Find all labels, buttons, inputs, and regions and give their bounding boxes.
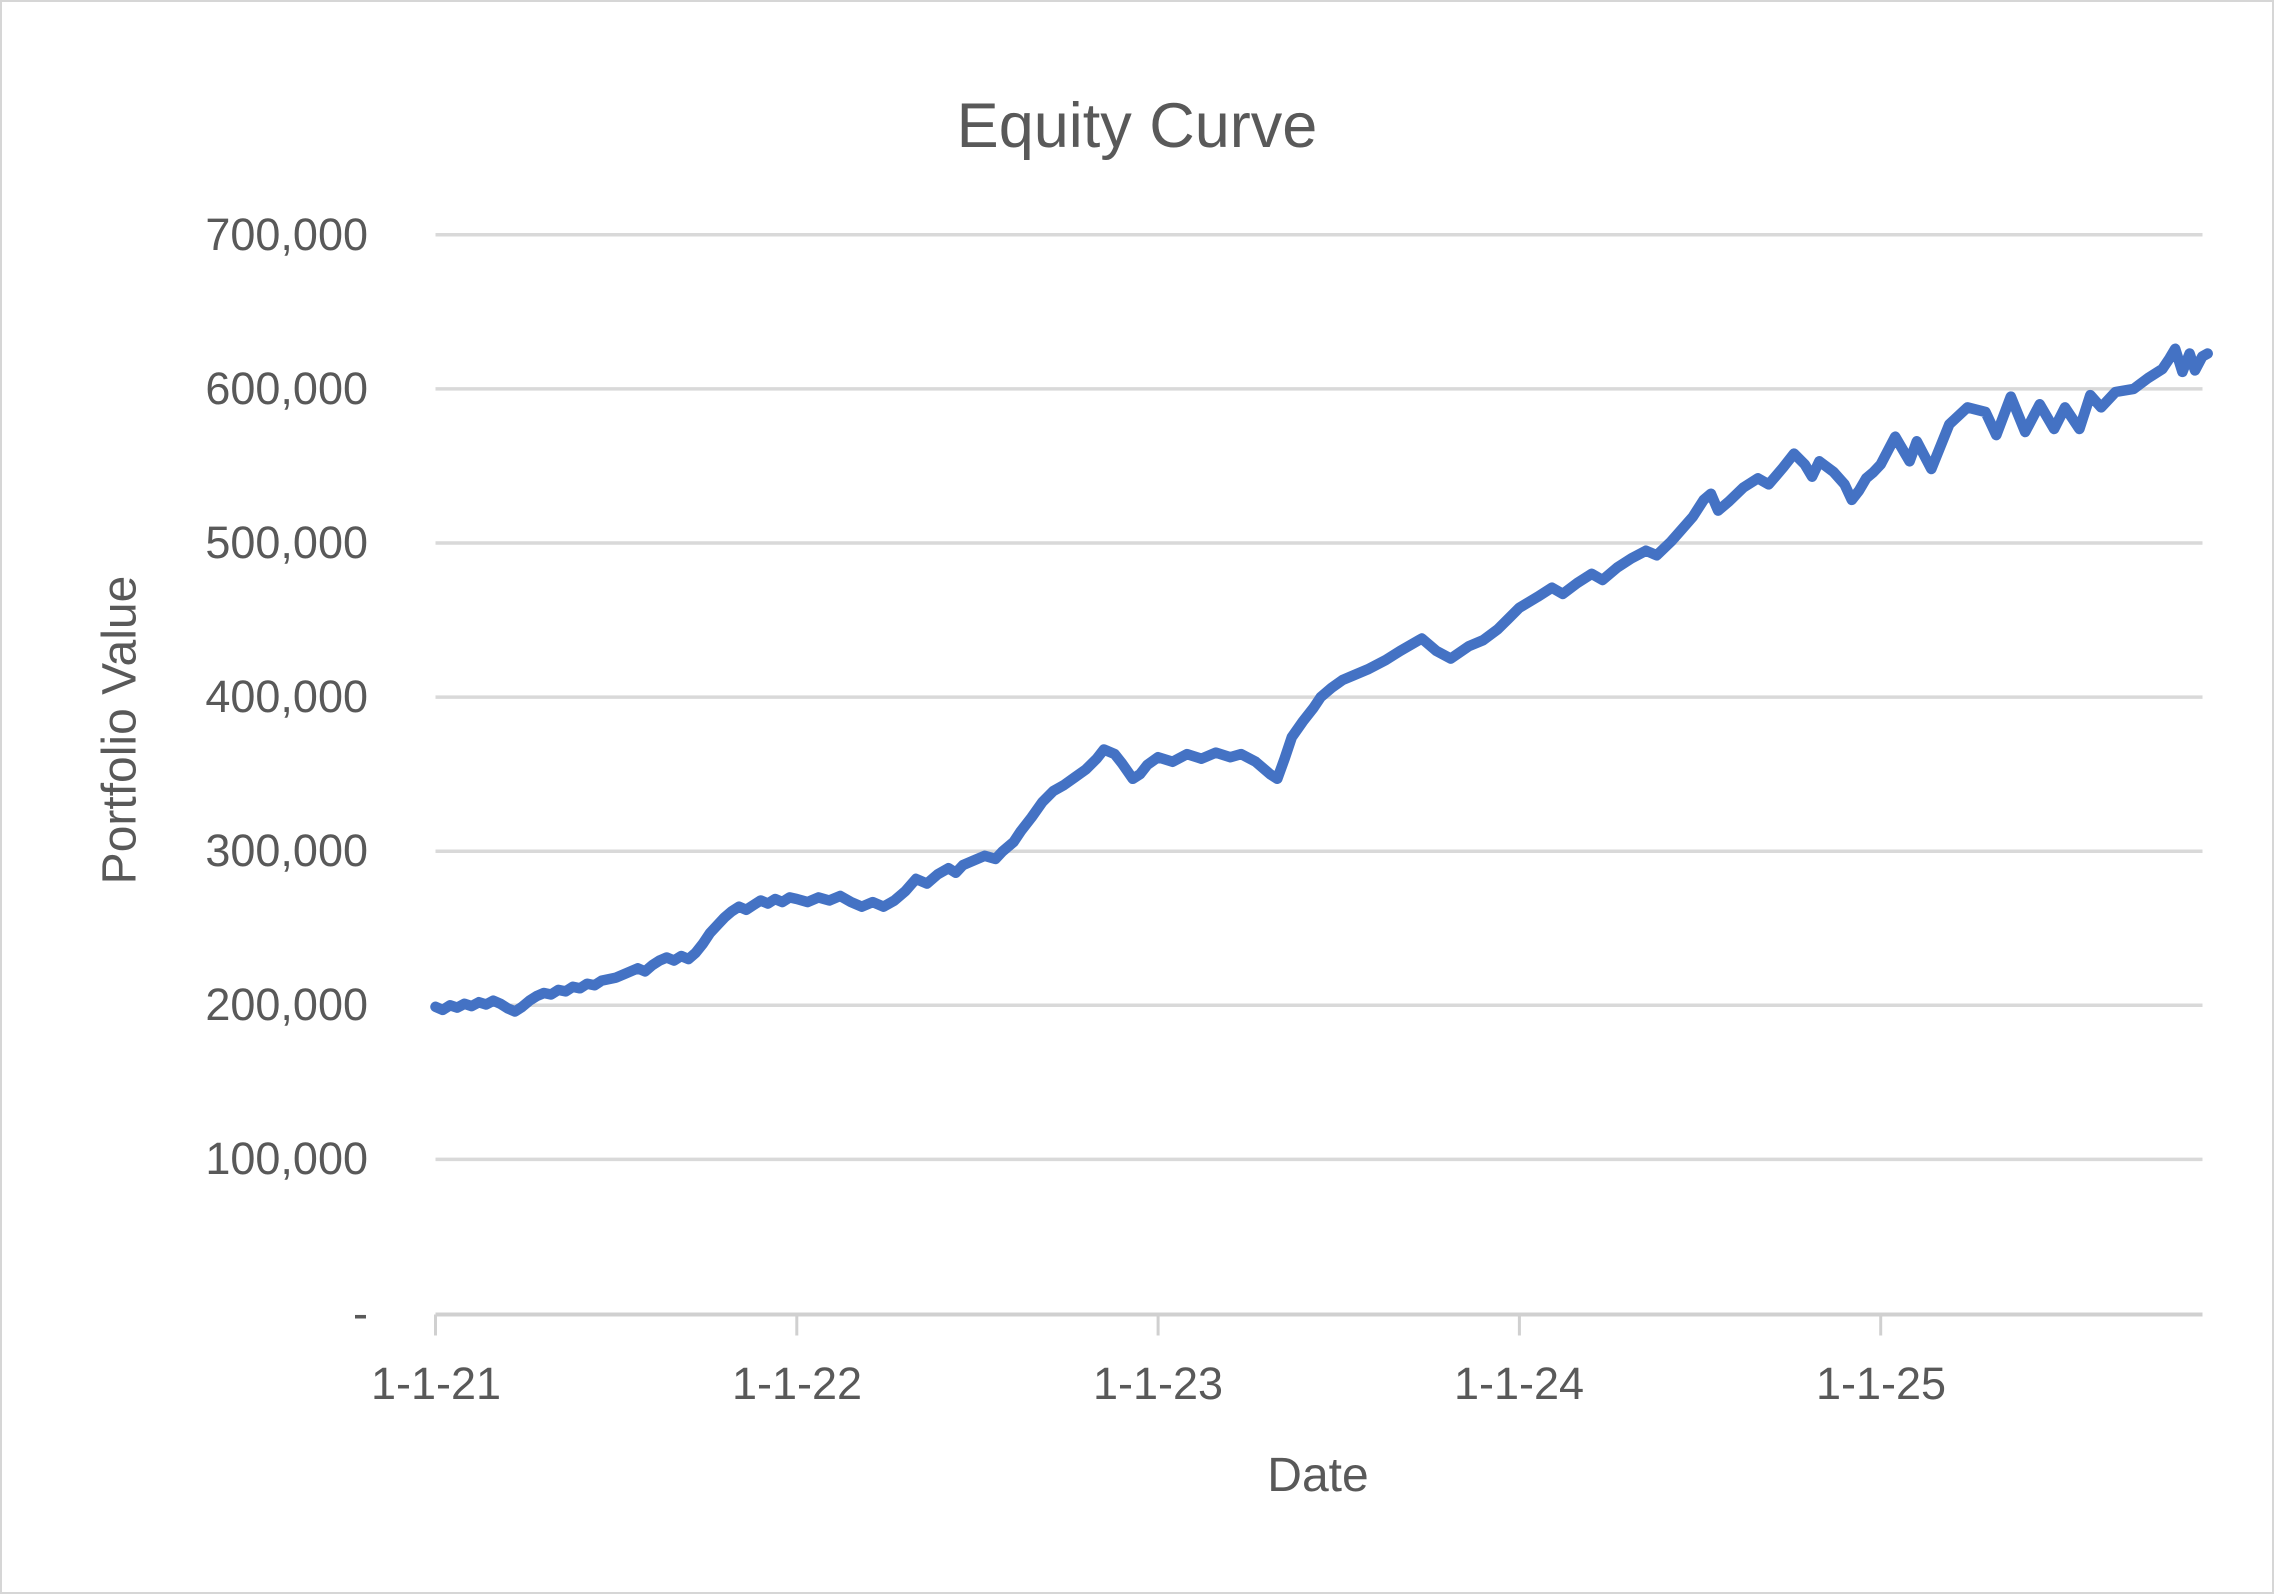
y-tick-label: 100,000 [205,1133,368,1184]
y-tick-label: 400,000 [205,671,368,722]
x-tick-label: 1-1-25 [1815,1358,1947,1409]
y-tick-label: 300,000 [205,825,368,876]
x-tick-label: 1-1-23 [1092,1358,1224,1409]
y-tick-label: 200,000 [205,979,368,1030]
y-tick-label: 700,000 [205,209,368,260]
x-axis-title: Date [1267,1449,1369,1502]
equity-curve-line [430,343,2213,1017]
x-tick-label: 1-1-21 [370,1358,502,1409]
chart-title: Equity Curve [956,91,1318,161]
y-tick-label: 500,000 [205,517,368,568]
x-tick-label: 1-1-24 [1453,1358,1585,1409]
y-tick-label: 600,000 [205,363,368,414]
y-tick-label: - [353,1288,368,1339]
x-tick-label: 1-1-22 [731,1358,863,1409]
